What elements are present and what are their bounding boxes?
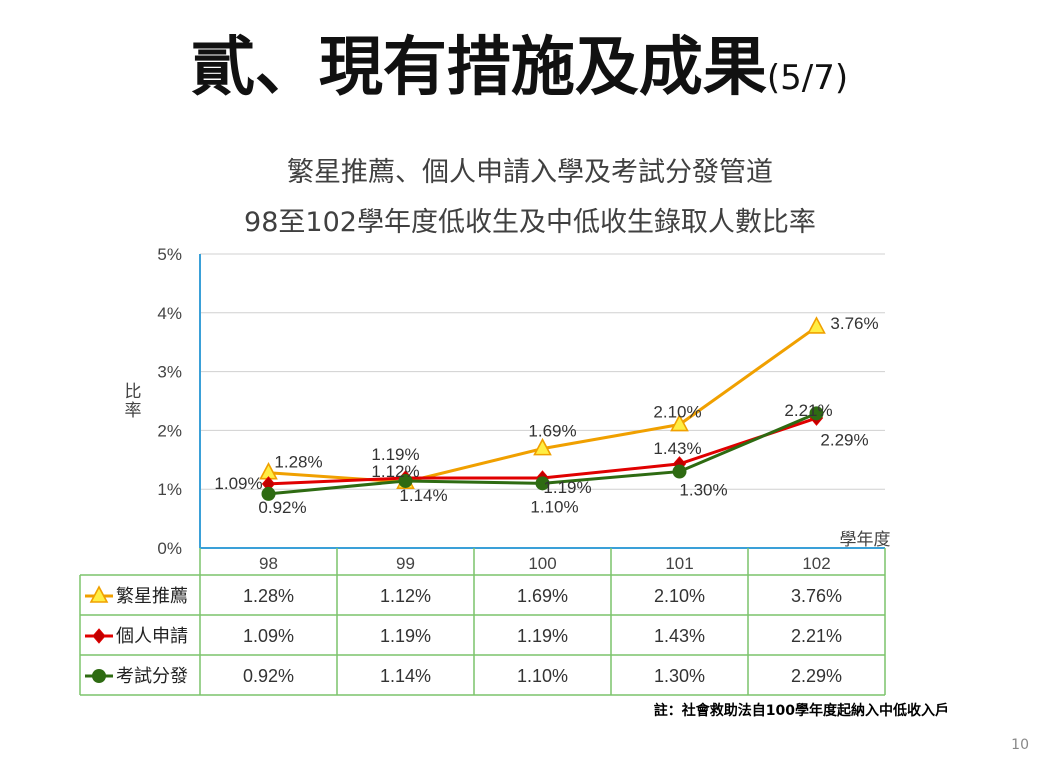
table-cell: 3.76% [791, 586, 842, 606]
table-cell: 1.09% [243, 626, 294, 646]
table-cell: 1.19% [380, 626, 431, 646]
slide-title-suffix: (5/7) [766, 58, 849, 98]
data-point-marker [261, 486, 276, 501]
table-cell: 1.19% [517, 626, 568, 646]
legend-marker [89, 585, 109, 603]
data-point-marker [807, 316, 826, 334]
data-label: 1.30% [679, 481, 727, 500]
data-label: 1.14% [399, 486, 447, 505]
y-tick-label: 5% [157, 245, 182, 264]
data-point-marker [809, 406, 824, 421]
data-label: 0.92% [258, 498, 306, 517]
legend-label: 考試分發 [116, 666, 188, 686]
table-cell: 0.92% [243, 666, 294, 686]
series-line-0 [268, 325, 818, 484]
data-label: 2.10% [653, 403, 701, 422]
data-label: 1.19% [543, 478, 591, 497]
slide-title-text: 貳、現有措施及成果 [190, 31, 767, 105]
x-tick-label: 101 [665, 554, 693, 573]
y-tick-label: 0% [157, 539, 182, 558]
y-tick-label: 2% [157, 421, 182, 440]
table-cell: 2.10% [654, 586, 705, 606]
legend-marker [92, 628, 106, 644]
x-tick-label: 100 [528, 554, 556, 573]
data-label: 3.76% [830, 314, 878, 333]
legend-label: 繁星推薦 [116, 586, 188, 606]
table-cell: 1.43% [654, 626, 705, 646]
x-tick-label: 102 [802, 554, 830, 573]
data-point-marker [672, 464, 687, 479]
legend-marker [92, 669, 106, 683]
chart-title-line-2: 98至102學年度低收生及中低收生錄取人數比率 [244, 207, 816, 238]
data-label: 1.10% [530, 497, 578, 516]
data-point-marker [535, 476, 550, 491]
y-axis-label: 比 [125, 382, 142, 401]
data-label: 2.29% [820, 430, 868, 449]
data-point-marker [670, 413, 689, 432]
table-cell: 1.12% [380, 586, 431, 606]
y-tick-label: 1% [157, 480, 182, 499]
table-cell: 1.69% [517, 586, 568, 606]
page-number: 10 [1011, 737, 1029, 753]
y-axis-label: 率 [125, 401, 142, 420]
data-label: 2.21% [784, 401, 832, 420]
table-cell: 1.30% [654, 666, 705, 686]
data-label: 1.43% [653, 439, 701, 458]
y-tick-label: 4% [157, 304, 182, 323]
x-axis-label: 學年度 [840, 530, 891, 549]
data-point-marker [533, 437, 552, 456]
data-label: 1.69% [528, 422, 576, 441]
y-tick-label: 3% [157, 363, 182, 382]
data-label: 1.28% [274, 453, 322, 472]
table-cell: 1.28% [243, 586, 294, 606]
table-cell: 2.29% [791, 666, 842, 686]
x-tick-label: 99 [396, 554, 415, 573]
data-label: 1.19% [371, 445, 419, 464]
table-cell: 2.21% [791, 626, 842, 646]
table-cell: 1.14% [380, 666, 431, 686]
data-label: 1.12% [371, 462, 419, 481]
legend-label: 個人申請 [116, 626, 188, 646]
chart-title-line-1: 繁星推薦、個人申請入學及考試分發管道 [287, 157, 773, 188]
footnote: 註：社會救助法自100學年度起納入中低收入戶 [653, 703, 949, 719]
slide-title: 貳、現有措施及成果(5/7) [0, 28, 1039, 118]
data-point-marker [398, 473, 413, 488]
table-cell: 1.10% [517, 666, 568, 686]
data-label: 1.09% [214, 474, 262, 493]
x-tick-label: 98 [259, 554, 278, 573]
